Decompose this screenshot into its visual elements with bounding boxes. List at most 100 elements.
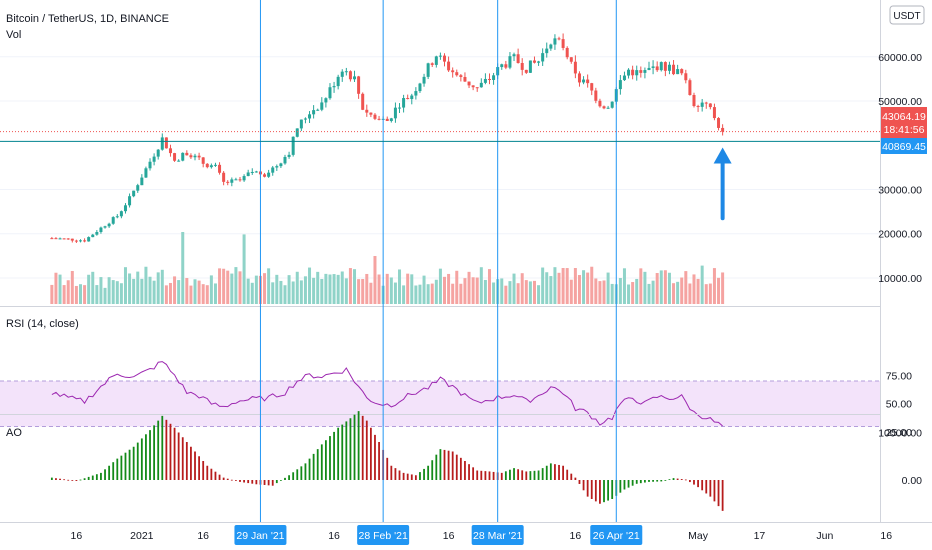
volume-bar — [565, 268, 569, 304]
ao-bar — [190, 446, 192, 480]
volume-bar — [676, 281, 680, 304]
volume-bar — [103, 287, 107, 304]
candle-body — [672, 64, 676, 75]
volume-bar — [361, 279, 365, 304]
ao-pane[interactable] — [50, 411, 724, 511]
ao-bar — [394, 468, 397, 480]
candle-body — [712, 107, 716, 119]
ao-bar — [533, 470, 536, 480]
volume-bar — [123, 267, 127, 304]
rsi-axis[interactable]: 75.00 50.00 25.00 — [886, 370, 912, 439]
ao-bar — [570, 473, 573, 480]
ao-bar — [316, 449, 319, 480]
volume-bar — [160, 269, 164, 304]
rsi-band — [0, 380, 880, 427]
volume-bar — [168, 282, 172, 304]
candle-body — [557, 38, 561, 40]
annotation-arrow[interactable] — [713, 147, 732, 221]
candle-body — [704, 102, 708, 104]
candle-body — [107, 223, 111, 227]
ao-bar — [590, 480, 593, 499]
volume-bar — [639, 268, 643, 304]
candle-body — [140, 177, 144, 186]
candle-body — [119, 211, 123, 217]
volume-bar — [140, 278, 144, 304]
volume-bar — [471, 277, 475, 304]
volume-bar — [712, 268, 716, 304]
candle-body — [123, 205, 127, 212]
ao-bar — [83, 478, 86, 480]
volume-bar — [410, 274, 414, 304]
volume-bar — [500, 278, 504, 304]
ao-bar — [402, 472, 405, 480]
candle-body — [254, 171, 258, 173]
volume-bar — [205, 285, 209, 304]
ao-bar — [549, 463, 552, 480]
ao-bar — [161, 415, 164, 480]
ao-bar — [480, 470, 483, 480]
volume-bar — [373, 256, 377, 304]
volume-bar — [164, 285, 168, 304]
time-tick-label: Jun — [816, 530, 833, 542]
ao-bar — [459, 457, 462, 480]
ao-bar — [594, 480, 597, 502]
price-tick-label: 20000.00 — [878, 229, 922, 241]
volume-bar — [721, 272, 725, 304]
currency-button-label[interactable]: USDT — [893, 11, 920, 22]
candle-body — [271, 167, 275, 173]
candle-body — [639, 70, 643, 73]
volume-bar — [263, 273, 267, 304]
time-tick-label: 16 — [71, 530, 83, 542]
ao-bar — [656, 480, 659, 482]
candle-body — [205, 163, 209, 168]
candle-body — [62, 238, 66, 240]
ao-bar — [586, 480, 589, 497]
volume-bar — [62, 285, 66, 304]
ao-bar — [145, 434, 147, 480]
ao-bar — [709, 480, 712, 497]
volume-bar — [590, 266, 594, 304]
candle-body — [606, 107, 610, 109]
ao-bar — [300, 466, 303, 480]
candle-body — [230, 179, 234, 183]
ao-bar — [333, 431, 335, 480]
candle-body — [565, 47, 569, 58]
volume-bar — [708, 283, 712, 304]
candle-body — [340, 71, 344, 77]
candle-body — [467, 81, 471, 86]
currency-button[interactable] — [889, 5, 925, 25]
volume-bar — [250, 282, 254, 304]
candle-body — [471, 85, 475, 88]
candle-body — [402, 98, 406, 108]
volume-bar — [402, 285, 406, 304]
price-tick-label: 30000.00 — [878, 184, 922, 196]
vertical-date-lines[interactable] — [259, 0, 617, 522]
price-pane[interactable] — [0, 33, 880, 304]
volume-bar — [201, 284, 205, 304]
candle-body — [279, 163, 283, 167]
ao-histogram — [50, 411, 724, 511]
rsi-pane[interactable] — [0, 361, 880, 427]
candle-body — [418, 83, 422, 92]
ao-bar — [271, 480, 274, 486]
ao-axis[interactable]: 10000.00 0.00 — [878, 428, 922, 488]
ao-bar — [251, 480, 254, 484]
volume-bar — [271, 282, 275, 304]
candle-body — [512, 54, 516, 57]
price-axis[interactable]: 60000.00 50000.00 30000.00 20000.00 10000.00 — [878, 52, 922, 285]
volume-bar — [418, 284, 422, 304]
volume-bar — [606, 272, 610, 304]
volume-bar — [267, 268, 271, 304]
volume-bar — [87, 274, 91, 304]
candlestick-series — [50, 33, 725, 243]
ao-bar — [165, 419, 168, 480]
volume-bar — [631, 282, 635, 304]
volume-bar — [66, 280, 70, 304]
candle-body — [692, 94, 696, 107]
volume-bar — [295, 271, 299, 304]
volume-bar — [242, 234, 246, 304]
ao-bar — [255, 480, 258, 485]
ao-bar — [435, 454, 438, 480]
